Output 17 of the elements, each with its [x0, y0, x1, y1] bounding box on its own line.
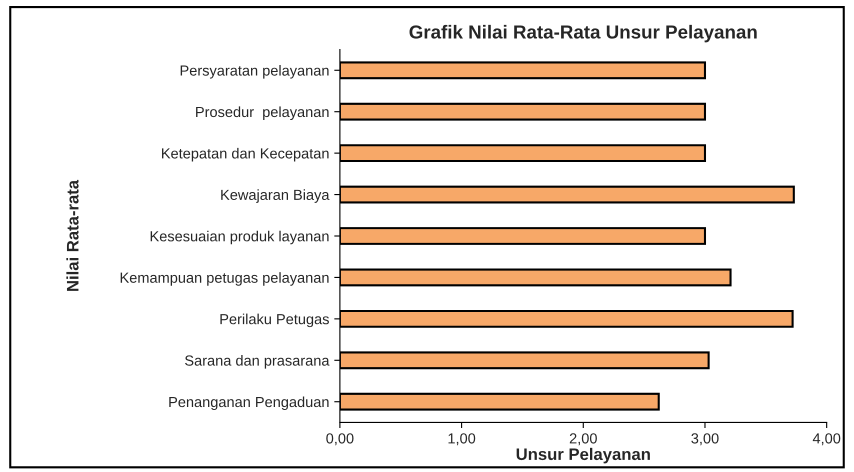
x-tick-label: 0,00 [326, 433, 354, 446]
y-axis-title: Nilai Rata-rata [66, 180, 79, 291]
y-tick-label: Prosedur pelayanan [196, 106, 329, 120]
x-tick-label: 2,00 [570, 433, 597, 446]
x-tick-label: 1,00 [448, 433, 476, 446]
y-tick-label: Kemampuan petugas pelayanan [120, 272, 329, 286]
x-axis-title: Unsur Pelayanan [516, 448, 650, 464]
x-tick-label: 4,00 [812, 433, 840, 446]
y-tick-label: Kewajaran Biaya [221, 189, 330, 203]
y-tick-label: Kesesuaian produk layanan [150, 230, 329, 244]
y-tick-label: Perilaku Petugas [220, 314, 329, 328]
chart-title: Grafik Nilai Rata-Rata Unsur Pelayanan [410, 24, 757, 42]
x-tick-label: 3,00 [691, 433, 719, 446]
y-tick-label: Persyaratan pelayanan [180, 64, 329, 79]
y-tick-label: Ketepatan dan Kecepatan [162, 148, 329, 162]
y-tick-label: Sarana dan prasarana [185, 355, 330, 369]
y-tick-label: Penanganan Pengaduan [169, 396, 329, 410]
